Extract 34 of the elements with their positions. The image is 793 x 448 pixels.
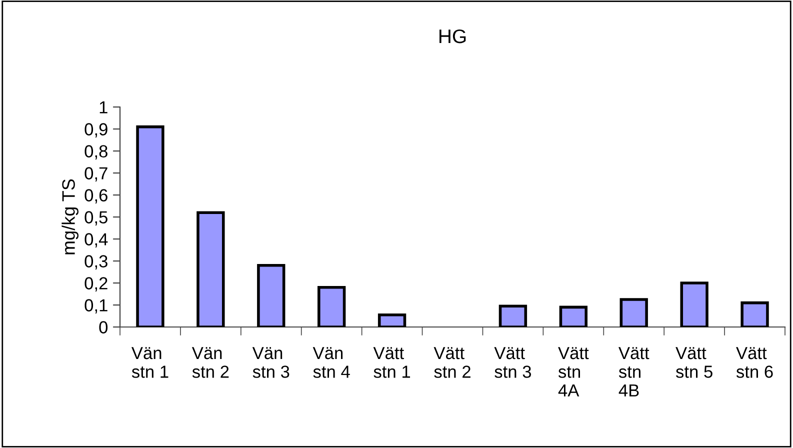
x-tick-label: Vätt stn 4B (618, 347, 650, 396)
y-tick-label: 0,9 (84, 123, 108, 138)
y-axis-title: mg/kg TS (62, 179, 79, 254)
bar (620, 298, 648, 327)
bar (378, 314, 406, 327)
y-tick-label: 1 (100, 101, 108, 114)
bar (740, 301, 769, 327)
bar (318, 286, 346, 327)
x-tick-label: Vätt stn 5 (676, 347, 712, 378)
y-tick-label: 0,5 (84, 211, 108, 226)
bar (559, 306, 588, 327)
bar (136, 125, 164, 327)
x-tick-label: Vätt stn 3 (494, 347, 532, 378)
bar (498, 304, 528, 327)
y-tick-label: 0,4 (84, 233, 108, 248)
bar (196, 211, 225, 327)
y-tick-label: 0,7 (84, 167, 108, 182)
x-tick-label: Vätt stn 6 (736, 347, 773, 378)
x-tick-label: Vätt stn 1 (373, 347, 410, 378)
y-tick-label: 0,3 (84, 255, 108, 270)
x-tick-label: Vän stn 4 (312, 347, 350, 378)
x-tick-label: Vätt stn 4A (558, 347, 589, 396)
bar (257, 264, 286, 327)
chart-title: HG (440, 29, 466, 44)
y-tick-label: 0,8 (84, 145, 108, 160)
x-tick-label: Vätt stn 2 (434, 347, 470, 378)
x-tick-label: Vän stn 2 (192, 347, 229, 378)
y-tick-label: 0,2 (84, 277, 108, 292)
x-tick-label: Vän stn 3 (252, 347, 290, 378)
y-tick-label: 0 (99, 321, 108, 334)
bar (680, 282, 708, 327)
y-tick-label: 0,1 (84, 299, 108, 314)
x-tick-label: Vän stn 1 (131, 347, 168, 378)
y-tick-label: 0,6 (84, 189, 108, 204)
